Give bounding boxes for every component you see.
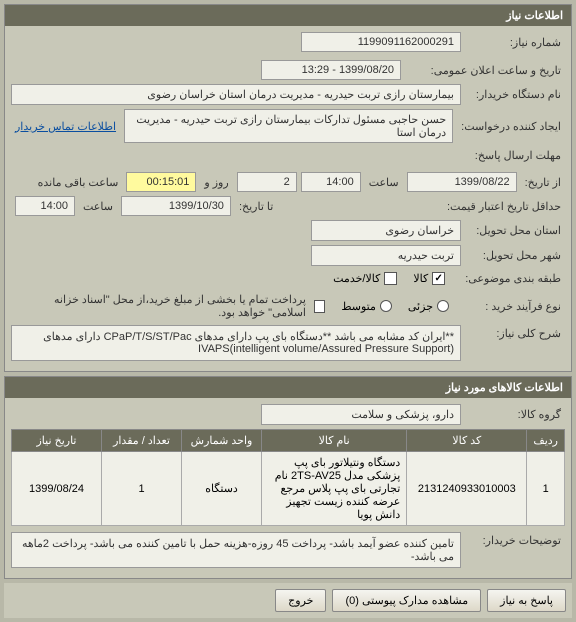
td-name: دستگاه ونتیلاتور بای پپ پزشکی مدل 2TS-AV… — [262, 452, 407, 526]
need-info-body: شماره نیاز: 1199091162000291 تاریخ و ساع… — [5, 26, 571, 371]
td-unit: دستگاه — [182, 452, 262, 526]
td-row: 1 — [527, 452, 565, 526]
field-to-hour: 14:00 — [15, 196, 75, 216]
field-need-no: 1199091162000291 — [301, 32, 461, 52]
field-from-hour: 14:00 — [301, 172, 361, 192]
label-buyer-notes: توضیحات خریدار: — [465, 532, 565, 549]
need-info-header: اطلاعات نیاز — [5, 5, 571, 26]
checkbox-service[interactable]: کالا/خدمت — [333, 272, 397, 285]
budget-note-cb[interactable]: پرداخت تمام یا بخشی از مبلغ خرید،از محل … — [11, 291, 325, 321]
label-to-date: تا تاریخ: — [235, 200, 277, 213]
checkbox-service-label: کالا/خدمت — [333, 272, 380, 285]
th-qty: تعداد / مقدار — [102, 430, 182, 452]
items-panel: اطلاعات کالاهای مورد نیاز گروه کالا: دار… — [4, 376, 572, 579]
label-city: شهر محل تحویل: — [465, 247, 565, 264]
label-from-date: از تاریخ: — [521, 176, 565, 189]
need-info-panel: اطلاعات نیاز شماره نیاز: 119909116200029… — [4, 4, 572, 372]
td-qty: 1 — [102, 452, 182, 526]
label-province: استان محل تحویل: — [465, 222, 565, 239]
th-code: کد کالا — [407, 430, 527, 452]
label-budget-cat: طبقه بندی موضوعی: — [461, 270, 565, 287]
row-buyer-org: نام دستگاه خریدار: بیمارستان رازی تربت ح… — [11, 84, 565, 105]
label-deadline: مهلت ارسال پاسخ: — [465, 147, 565, 164]
label-announce-dt: تاریخ و ساعت اعلان عمومی: — [405, 62, 565, 79]
field-to-date: 1399/10/30 — [121, 196, 231, 216]
field-days: 2 — [237, 172, 297, 192]
row-creator: ایجاد کننده درخواست: حسن حاجبی مسئول تدا… — [11, 109, 565, 143]
row-main-desc: شرح کلی نیاز: **ایران کد مشابه می باشد *… — [11, 325, 565, 361]
table-header-row: ردیف کد کالا نام کالا واحد شمارش تعداد /… — [12, 430, 565, 452]
label-hour2: ساعت — [79, 200, 117, 213]
radio-low[interactable]: جزئی — [408, 300, 449, 313]
action-buttons: پاسخ به نیاز مشاهده مدارک پیوستی (0) خرو… — [4, 583, 572, 618]
checkbox-service-box[interactable] — [384, 272, 397, 285]
row-credit: حداقل تاریخ اعتبار قیمت: تا تاریخ: 1399/… — [11, 196, 565, 216]
label-day: روز و — [200, 176, 232, 189]
radio-low-circle[interactable] — [437, 300, 449, 312]
label-creator: ایجاد کننده درخواست: — [457, 118, 565, 135]
radio-medium-label: متوسط — [341, 300, 376, 313]
th-row: ردیف — [527, 430, 565, 452]
table-row[interactable]: 1 2131240933010003 دستگاه ونتیلاتور بای … — [12, 452, 565, 526]
attachments-button[interactable]: مشاهده مدارک پیوستی (0) — [332, 589, 481, 612]
label-process-type: نوع فرآیند خرید : — [465, 298, 565, 315]
row-buyer-notes: توضیحات خریدار: تامین کننده عضو آیمد باش… — [11, 532, 565, 568]
budget-note-text: پرداخت تمام یا بخشی از مبلغ خرید،از محل … — [11, 291, 310, 321]
field-province: خراسان رضوی — [311, 220, 461, 241]
checkbox-goods-label: کالا — [413, 272, 428, 285]
field-goods-group: دارو، پزشکی و سلامت — [261, 404, 461, 425]
label-remain: ساعت باقی مانده — [34, 176, 123, 189]
label-hour1: ساعت — [365, 176, 403, 189]
field-city: تربت حیدریه — [311, 245, 461, 266]
label-main-desc: شرح کلی نیاز: — [465, 325, 565, 342]
items-header: اطلاعات کالاهای مورد نیاز — [5, 377, 571, 398]
row-goods-group: گروه کالا: دارو، پزشکی و سلامت — [11, 404, 565, 425]
field-creator: حسن حاجبی مسئول تدارکات بیمارستان رازی ت… — [124, 109, 453, 143]
td-code: 2131240933010003 — [407, 452, 527, 526]
label-credit-deadline: حداقل تاریخ اعتبار قیمت: — [443, 198, 565, 215]
reply-button[interactable]: پاسخ به نیاز — [487, 589, 566, 612]
row-province: استان محل تحویل: خراسان رضوی — [11, 220, 565, 241]
th-name: نام کالا — [262, 430, 407, 452]
contact-link[interactable]: اطلاعات تماس خریدار — [11, 118, 120, 135]
radio-low-label: جزئی — [408, 300, 433, 313]
field-from-date: 1399/08/22 — [407, 172, 517, 192]
radio-medium-circle[interactable] — [380, 300, 392, 312]
row-budget-cat: طبقه بندی موضوعی: کالا کالا/خدمت — [11, 270, 565, 287]
label-need-no: شماره نیاز: — [465, 34, 565, 51]
th-unit: واحد شمارش — [182, 430, 262, 452]
field-main-desc: **ایران کد مشابه می باشد **دستگاه بای پپ… — [11, 325, 461, 361]
th-date: تاریخ نیاز — [12, 430, 102, 452]
checkbox-goods[interactable]: کالا — [413, 272, 445, 285]
label-buyer-org: نام دستگاه خریدار: — [465, 86, 565, 103]
field-announce-dt: 1399/08/20 - 13:29 — [261, 60, 401, 80]
row-city: شهر محل تحویل: تربت حیدریه — [11, 245, 565, 266]
row-deadline: مهلت ارسال پاسخ: از تاریخ: 1399/08/22 سا… — [11, 147, 565, 192]
td-date: 1399/08/24 — [12, 452, 102, 526]
label-goods-group: گروه کالا: — [465, 406, 565, 423]
budget-note-box[interactable] — [314, 300, 325, 313]
field-buyer-org: بیمارستان رازی تربت حیدریه - مدیریت درما… — [11, 84, 461, 105]
exit-button[interactable]: خروج — [275, 589, 326, 612]
items-body: گروه کالا: دارو، پزشکی و سلامت ردیف کد ک… — [5, 398, 571, 578]
field-buyer-notes: تامین کننده عضو آیمد باشد- پرداخت 45 روز… — [11, 532, 461, 568]
items-table: ردیف کد کالا نام کالا واحد شمارش تعداد /… — [11, 429, 565, 526]
checkbox-goods-box[interactable] — [432, 272, 445, 285]
row-need-no: شماره نیاز: 1199091162000291 تاریخ و ساع… — [11, 32, 565, 80]
radio-medium[interactable]: متوسط — [341, 300, 392, 313]
field-remain-time: 00:15:01 — [126, 172, 196, 192]
row-process-type: نوع فرآیند خرید : جزئی متوسط پرداخت تمام… — [11, 291, 565, 321]
